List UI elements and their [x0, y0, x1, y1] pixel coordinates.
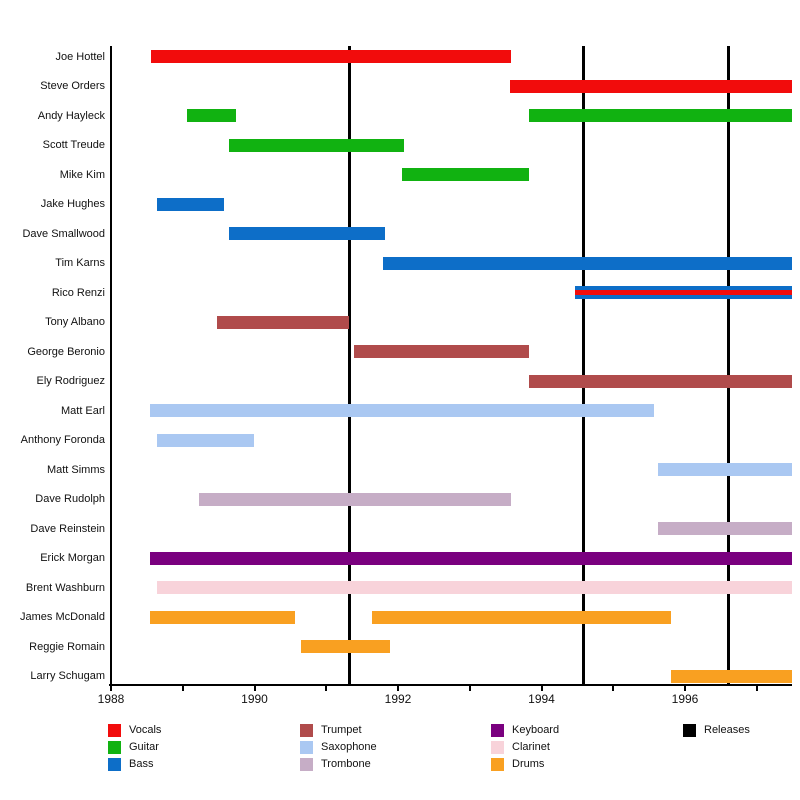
legend-swatch-trombone: [300, 758, 313, 771]
member-name-label: George Beronio: [27, 345, 105, 358]
timeline-bar: [151, 50, 511, 63]
x-axis-tick: [468, 686, 471, 691]
legend-label: Bass: [129, 758, 154, 770]
member-name-label: Brent Washburn: [25, 581, 105, 594]
timeline-bar: [149, 610, 295, 624]
legend-swatch-keyboard: [491, 724, 504, 737]
timeline-bar: [382, 256, 792, 270]
legend-swatch-clarinet: [491, 741, 504, 754]
member-name-label: Matt Earl: [60, 404, 105, 417]
x-axis-tick: [755, 686, 758, 691]
release-line: [727, 46, 731, 684]
legend-swatch-drums: [491, 758, 504, 771]
timeline-bar: [509, 79, 792, 93]
x-axis-tick-label: 1996: [671, 692, 699, 706]
member-name-label: Dave Rudolph: [35, 493, 105, 505]
legend-swatch-guitar: [108, 741, 121, 754]
x-axis-tick-label: 1992: [384, 692, 412, 706]
timeline-bar: [187, 109, 236, 122]
x-axis-tick-label: 1994: [528, 692, 555, 706]
member-name-label: Tim Karns: [55, 257, 105, 269]
x-axis-tick: [612, 686, 615, 691]
legend-swatch-saxophone: [300, 741, 313, 754]
legend-label: Trumpet: [321, 724, 362, 736]
timeline-bar: [217, 315, 350, 329]
timeline-bar: [670, 669, 792, 683]
legend-label: Keyboard: [512, 724, 560, 736]
x-axis-tick-label: 1990: [241, 692, 268, 706]
legend-swatch-releases: [683, 724, 696, 737]
member-name-label: Mike Kim: [59, 168, 105, 181]
timeline-bar: [228, 138, 404, 152]
legend-label: Trombone: [321, 758, 371, 770]
timeline-bar: [657, 522, 792, 535]
x-axis-tick-label: 1988: [97, 692, 125, 706]
release-line: [582, 46, 586, 684]
legend-label: Releases: [704, 724, 750, 736]
x-axis-line: [109, 684, 792, 686]
member-name-label: Tony Albano: [45, 316, 105, 328]
timeline-bar: [199, 492, 511, 506]
release-line: [347, 46, 351, 684]
member-name-label: Scott Treude: [42, 139, 105, 151]
x-axis-tick: [540, 686, 543, 691]
timeline-bar: [575, 286, 792, 299]
timeline-bar: [354, 345, 530, 358]
timeline-bar: [149, 404, 655, 417]
timeline-bar: [402, 168, 530, 181]
timeline-bar: [149, 551, 792, 565]
member-name-label: James McDonald: [20, 611, 105, 623]
legend-label: Vocals: [129, 724, 162, 736]
timeline-bar: [156, 433, 255, 447]
x-axis-tick: [253, 686, 256, 691]
timeline-bar: [529, 374, 792, 388]
member-name-label: Steve Orders: [40, 80, 105, 92]
x-axis-tick: [397, 686, 399, 691]
member-name-label: Dave Reinstein: [30, 522, 105, 535]
member-name-label: Erick Morgan: [40, 552, 105, 564]
x-axis-tick: [110, 686, 112, 691]
member-name-label: Reggie Romain: [29, 640, 105, 653]
x-axis-tick: [684, 686, 686, 691]
timeline-bar: [228, 227, 386, 240]
timeline-bar: [156, 197, 224, 211]
legend-label: Guitar: [129, 741, 159, 753]
timeline-bar: [156, 581, 792, 594]
member-name-label: Ely Rodriguez: [36, 375, 105, 387]
member-name-label: Anthony Foronda: [20, 434, 105, 446]
timeline-bar: [657, 463, 792, 476]
legend-label: Drums: [512, 758, 545, 770]
legend-swatch-bass: [108, 758, 121, 771]
timeline-bar: [301, 640, 391, 653]
x-axis-tick: [181, 686, 184, 691]
member-name-label: Larry Schugam: [30, 670, 105, 682]
member-name-label: Dave Smallwood: [22, 227, 105, 240]
legend-swatch-vocals: [108, 724, 121, 737]
timeline-bar: [529, 109, 792, 122]
y-axis-line: [110, 46, 112, 684]
timeline-bar-secondary-stripe: [575, 290, 792, 295]
member-name-label: Jake Hughes: [40, 198, 105, 210]
member-name-label: Andy Hayleck: [37, 109, 105, 122]
member-name-label: Joe Hottel: [55, 50, 105, 63]
member-name-label: Rico Renzi: [51, 286, 105, 299]
legend-label: Saxophone: [321, 741, 377, 753]
legend-label: Clarinet: [512, 741, 550, 753]
x-axis-tick: [325, 686, 328, 691]
legend-swatch-trumpet: [300, 724, 313, 737]
timeline-bar: [372, 610, 671, 624]
member-name-label: Matt Simms: [46, 463, 105, 476]
